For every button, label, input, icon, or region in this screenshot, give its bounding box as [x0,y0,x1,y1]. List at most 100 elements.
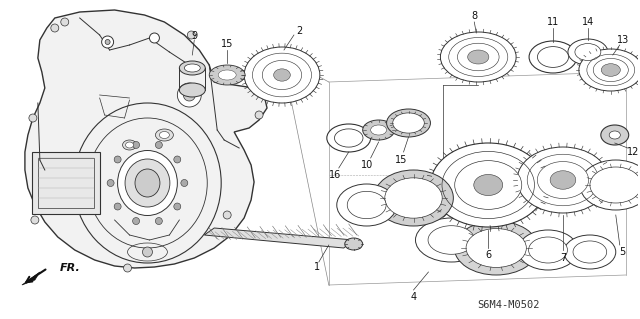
Ellipse shape [428,226,475,254]
Ellipse shape [122,140,136,150]
Text: 2: 2 [296,26,302,36]
Ellipse shape [262,60,301,90]
Ellipse shape [573,241,607,263]
Circle shape [114,203,121,210]
Circle shape [183,89,195,101]
Ellipse shape [590,167,640,203]
Circle shape [29,114,37,122]
Ellipse shape [529,41,577,73]
Ellipse shape [125,159,170,207]
Circle shape [181,180,188,187]
Circle shape [156,218,163,225]
Circle shape [124,264,132,272]
Text: 14: 14 [582,17,594,27]
Ellipse shape [466,228,526,267]
Ellipse shape [609,131,620,139]
Ellipse shape [374,170,453,226]
Ellipse shape [538,161,589,198]
Polygon shape [25,10,267,268]
Ellipse shape [156,129,173,141]
Circle shape [51,24,59,32]
Ellipse shape [454,161,522,209]
Text: 11: 11 [547,17,559,27]
Polygon shape [204,228,354,248]
Text: 1: 1 [314,262,320,272]
Ellipse shape [345,238,363,250]
Ellipse shape [564,235,616,269]
Ellipse shape [415,218,487,262]
Ellipse shape [209,65,245,85]
Ellipse shape [568,39,608,65]
Circle shape [31,216,39,224]
Circle shape [102,36,113,48]
Ellipse shape [327,124,371,152]
Ellipse shape [135,169,160,197]
Ellipse shape [159,131,170,138]
Ellipse shape [218,70,236,80]
Ellipse shape [468,50,489,64]
Ellipse shape [440,32,516,82]
Text: 12: 12 [627,147,639,157]
Circle shape [132,141,140,148]
Ellipse shape [538,47,568,67]
Ellipse shape [579,49,640,91]
Text: 16: 16 [329,170,341,180]
Circle shape [61,18,68,26]
Ellipse shape [179,83,205,97]
Ellipse shape [337,184,397,226]
Ellipse shape [518,230,578,270]
Ellipse shape [179,61,205,75]
Circle shape [177,83,201,107]
Text: 7: 7 [560,253,566,263]
Text: 9: 9 [191,31,197,41]
Ellipse shape [125,142,134,148]
Ellipse shape [517,147,609,213]
Circle shape [105,40,110,44]
Circle shape [223,211,231,219]
Text: 15: 15 [221,39,234,49]
Polygon shape [22,272,40,285]
Ellipse shape [550,171,576,189]
Circle shape [107,180,114,187]
Ellipse shape [458,43,499,71]
Ellipse shape [529,237,568,263]
Text: 5: 5 [620,247,626,257]
Ellipse shape [184,64,200,72]
Ellipse shape [575,44,601,60]
Ellipse shape [601,64,620,76]
Ellipse shape [580,160,640,210]
Circle shape [143,247,152,257]
Circle shape [188,31,195,39]
Ellipse shape [335,129,363,147]
Circle shape [156,141,163,148]
Ellipse shape [244,47,320,103]
Ellipse shape [601,125,628,145]
Text: 6: 6 [485,250,492,260]
Ellipse shape [118,151,177,216]
Ellipse shape [474,174,502,196]
Text: FR.: FR. [60,263,81,273]
Circle shape [174,156,180,163]
Ellipse shape [387,109,431,137]
Ellipse shape [593,58,628,82]
Ellipse shape [274,69,291,81]
Ellipse shape [348,191,386,219]
FancyBboxPatch shape [32,152,100,214]
Circle shape [150,33,159,43]
Ellipse shape [454,221,538,275]
Circle shape [255,111,263,119]
Ellipse shape [363,120,395,140]
Circle shape [132,218,140,225]
Ellipse shape [431,143,546,227]
Text: 8: 8 [471,11,477,21]
Circle shape [174,203,180,210]
Text: S6M4-M0502: S6M4-M0502 [477,300,540,310]
Text: 15: 15 [396,155,408,165]
Text: 10: 10 [360,160,372,170]
Ellipse shape [371,125,387,135]
Text: 13: 13 [616,35,629,45]
Ellipse shape [385,178,442,218]
Text: 4: 4 [410,292,417,302]
Ellipse shape [393,113,424,133]
Circle shape [114,156,121,163]
